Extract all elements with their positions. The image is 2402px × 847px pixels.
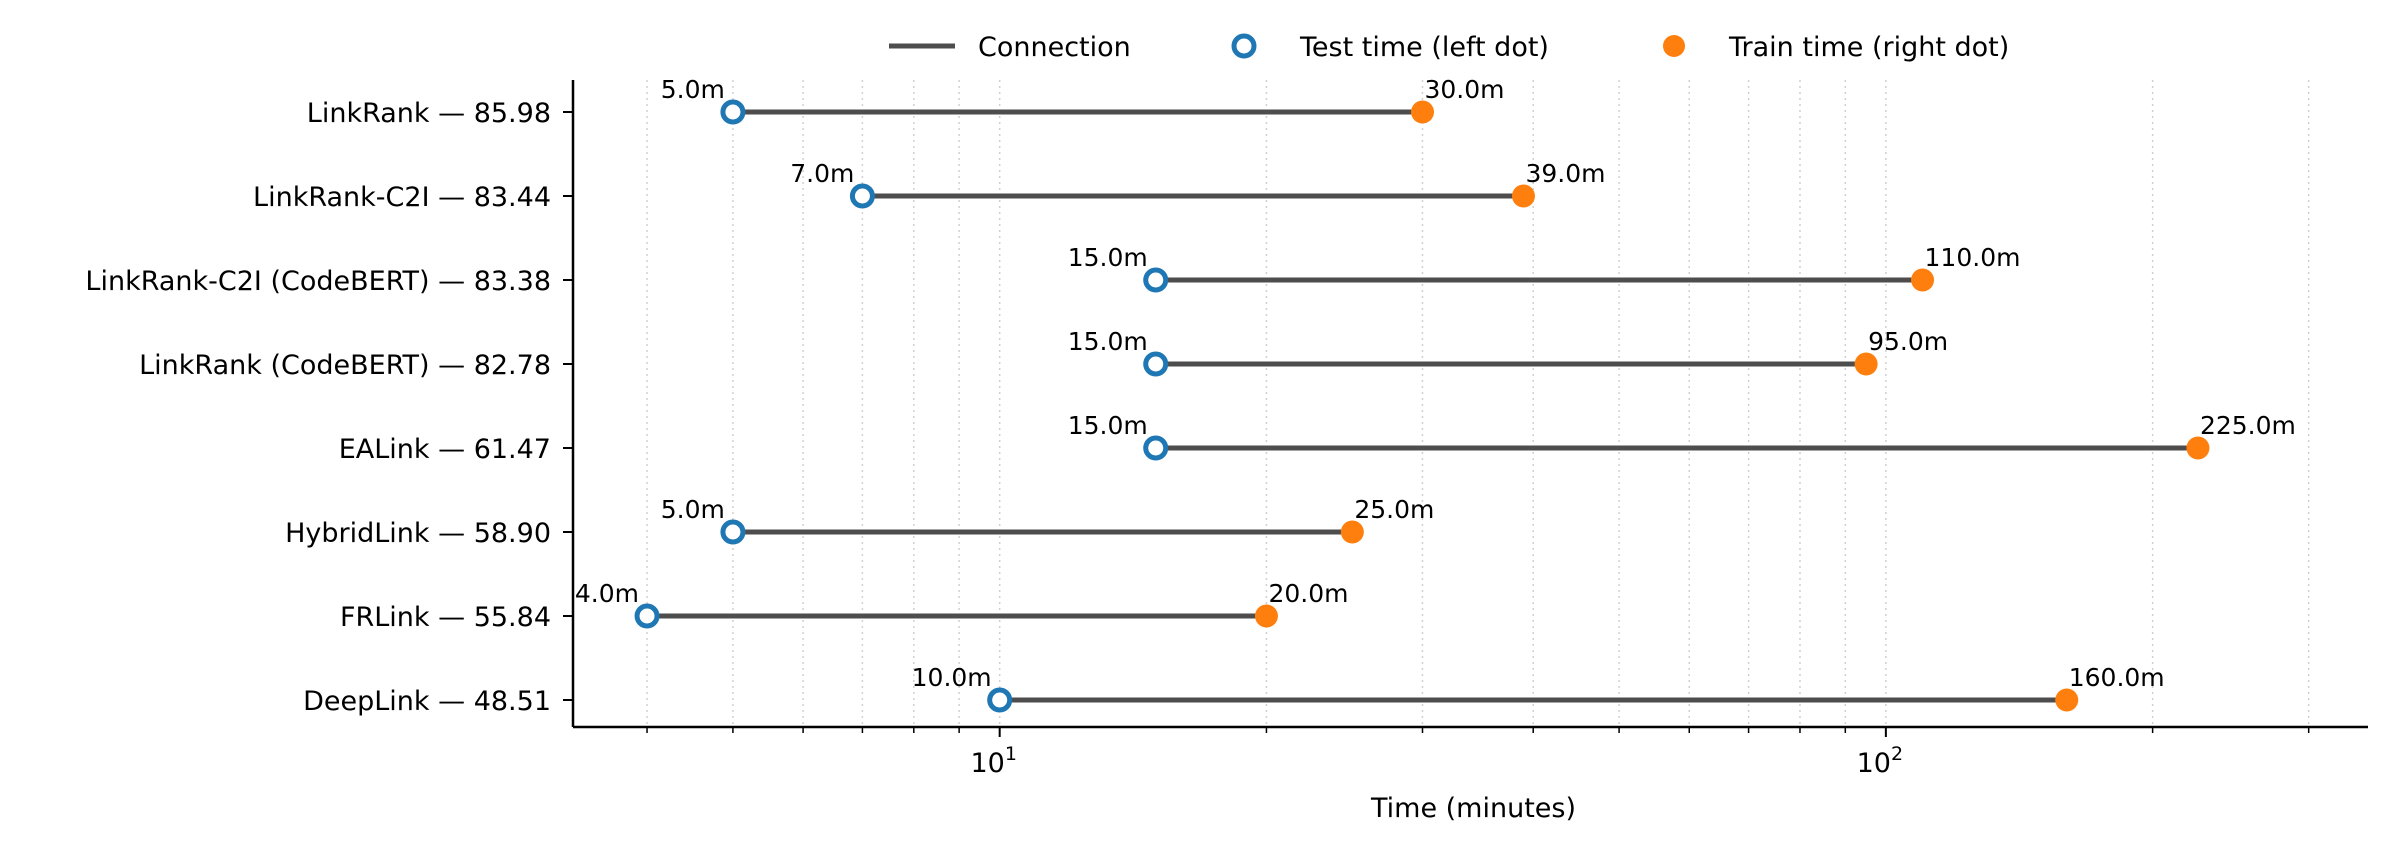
test-time-label: 5.0m (661, 75, 725, 104)
test-time-label: 10.0m (912, 663, 992, 692)
x-tick-label: 101 (970, 743, 1016, 779)
legend-train-label: Train time (right dot) (1728, 32, 2009, 63)
train-time-dot (1410, 100, 1434, 124)
train-time-dot (1911, 268, 1935, 292)
train-time-label: 25.0m (1354, 495, 1434, 524)
train-time-dot (1511, 184, 1535, 208)
train-time-label: 30.0m (1424, 75, 1504, 104)
test-time-label: 7.0m (790, 159, 854, 188)
train-time-label: 110.0m (1925, 243, 2021, 272)
test-time-label: 15.0m (1068, 243, 1148, 272)
test-time-label: 4.0m (575, 579, 639, 608)
test-time-label: 15.0m (1068, 411, 1148, 440)
test-time-dot (987, 687, 1013, 713)
test-time-dot (849, 183, 875, 209)
y-tick-label: HybridLink — 58.90 (285, 518, 551, 549)
grid-lines (646, 80, 2310, 727)
train-time-dot (1854, 352, 1878, 376)
x-axis-title: Time (minutes) (1370, 793, 1576, 824)
legend-connection-label: Connection (978, 32, 1131, 63)
y-axis-tick-labels: LinkRank — 85.98 LinkRank-C2I — 83.44 Link… (85, 98, 573, 717)
test-time-dot (1143, 351, 1169, 377)
y-tick-label: LinkRank-C2I (CodeBERT) — 83.38 (85, 266, 551, 297)
train-time-dot (1254, 604, 1278, 628)
test-time-label: 5.0m (661, 495, 725, 524)
train-time-dot (1340, 520, 1364, 544)
x-tick-label: 102 (1857, 743, 1903, 779)
legend-test-marker (1231, 33, 1257, 59)
train-time-label: 160.0m (2069, 663, 2165, 692)
test-time-label: 15.0m (1068, 327, 1148, 356)
test-time-dot (1143, 267, 1169, 293)
axes (571, 80, 2368, 729)
dumbbell-marks: 5.0m 30.0m 7.0m 39.0m 15.0m 110.0m 15.0m 95.0m 1… (575, 75, 2296, 713)
y-tick-label: LinkRank (CodeBERT) — 82.78 (139, 350, 551, 381)
x-axis-ticks: 101 102 (646, 727, 2310, 779)
legend-test-label: Test time (left dot) (1299, 32, 1549, 63)
train-time-dot (2186, 436, 2210, 460)
y-tick-label: LinkRank-C2I — 83.44 (253, 182, 551, 213)
y-tick-label: FRLink — 55.84 (340, 602, 551, 633)
test-time-dot (720, 519, 746, 545)
y-tick-label: DeepLink — 48.51 (303, 686, 551, 717)
y-tick-label: EALink — 61.47 (339, 434, 551, 465)
test-time-dot (1143, 435, 1169, 461)
train-time-label: 225.0m (2200, 411, 2296, 440)
legend: Connection Test time (left dot) Train ti… (889, 32, 2009, 63)
test-time-dot (720, 99, 746, 125)
train-time-dot (2055, 688, 2079, 712)
train-time-label: 39.0m (1525, 159, 1605, 188)
y-tick-label: LinkRank — 85.98 (307, 98, 551, 129)
train-time-label: 95.0m (1868, 327, 1948, 356)
legend-train-marker (1663, 35, 1685, 57)
test-time-dot (634, 603, 660, 629)
train-time-label: 20.0m (1268, 579, 1348, 608)
